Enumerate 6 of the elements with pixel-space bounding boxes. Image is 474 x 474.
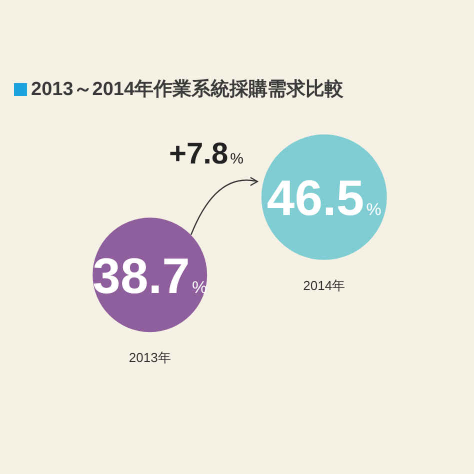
text: +7.8% xyxy=(168,137,244,170)
data-label: 46.5% xyxy=(266,170,382,226)
text: 2013～2014年作業系統採購需求比較 xyxy=(31,78,344,102)
data-label: 38.7% xyxy=(92,248,208,304)
category-label: 2014年 xyxy=(303,278,346,293)
category-label: 2013年 xyxy=(128,350,171,366)
